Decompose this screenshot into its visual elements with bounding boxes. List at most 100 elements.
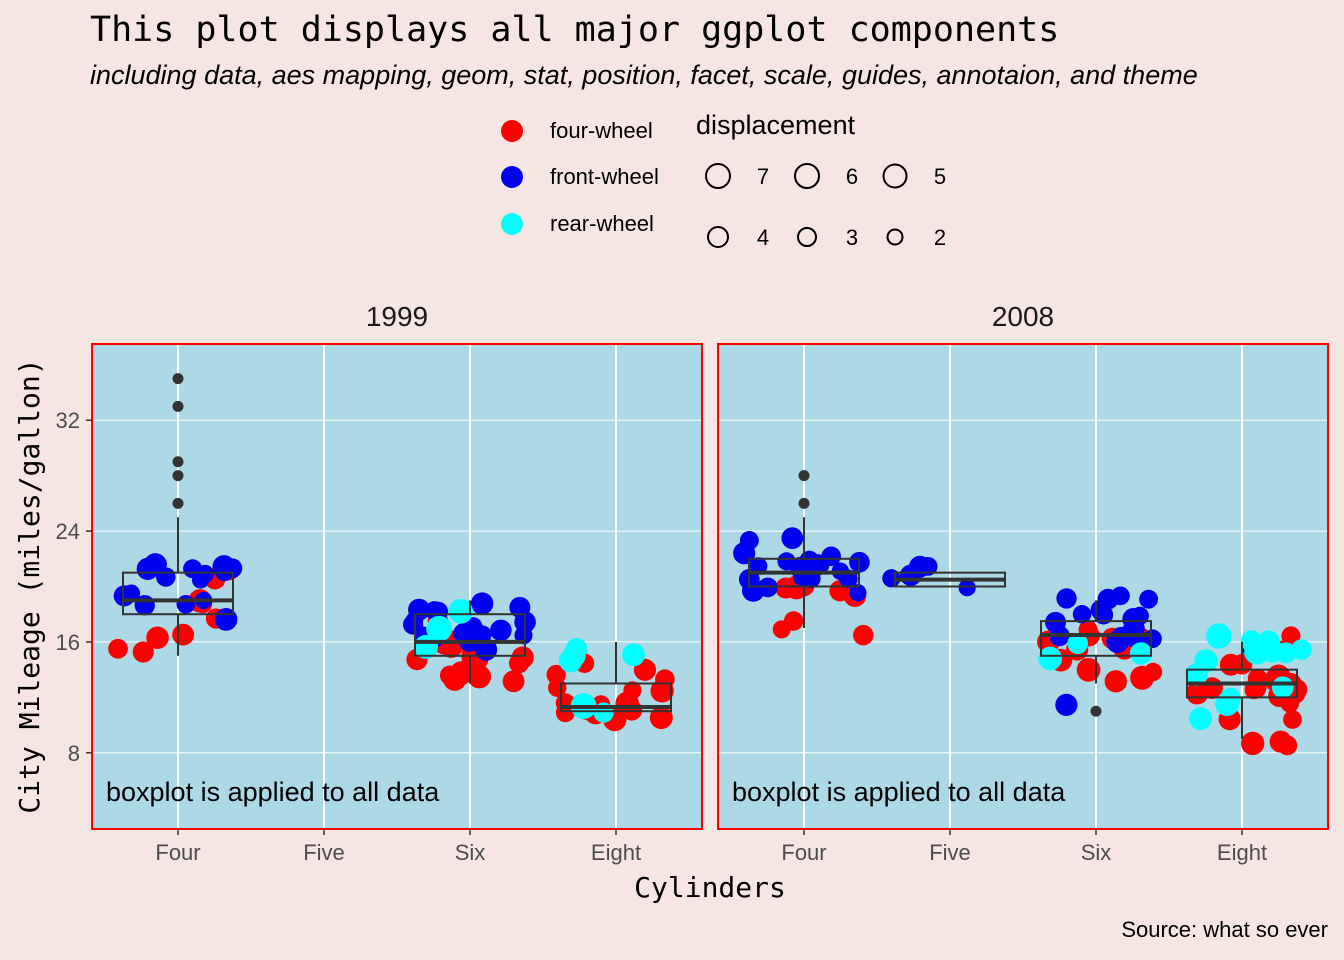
boxplot-outlier: [1090, 705, 1102, 717]
legend-size-label: 4: [757, 225, 769, 250]
data-point-four-wheel: [108, 638, 128, 659]
x-tick-label: Eight: [1217, 840, 1267, 865]
legend-color-label: front-wheel: [550, 164, 659, 189]
panel-border: [91, 343, 703, 830]
legend-color-label: rear-wheel: [550, 211, 654, 236]
data-point-rear-wheel: [1291, 639, 1312, 660]
data-point-front-wheel: [1097, 588, 1119, 610]
data-point-rear-wheel: [1038, 646, 1063, 671]
boxplot-outlier: [172, 400, 184, 412]
facet-strip-label: 2008: [992, 301, 1054, 332]
y-tick-label: 32: [56, 408, 80, 433]
data-point-four-wheel: [1104, 670, 1128, 693]
panel-border: [717, 343, 1329, 830]
data-point-rear-wheel: [1194, 649, 1218, 673]
x-tick-label: Six: [455, 840, 486, 865]
data-point-four-wheel: [1143, 662, 1163, 682]
data-point-rear-wheel: [622, 643, 646, 667]
x-tick-label: Eight: [591, 840, 641, 865]
x-tick-label: Four: [781, 840, 826, 865]
legend-size-label: 3: [846, 225, 858, 250]
legend-size-label: 2: [934, 225, 946, 250]
y-tick-label: 16: [56, 630, 80, 655]
legend-color-key: [501, 213, 523, 235]
data-point-four-wheel: [460, 658, 484, 681]
x-tick-label: Five: [303, 840, 345, 865]
legend-size-key: [882, 163, 908, 189]
legend-size-label: 7: [757, 164, 769, 189]
data-point-four-wheel: [132, 641, 154, 663]
data-point-four-wheel: [1240, 731, 1265, 756]
annotation-text: boxplot is applied to all data: [106, 777, 440, 807]
x-tick-label: Five: [929, 840, 971, 865]
data-point-four-wheel: [511, 646, 534, 669]
data-point-four-wheel: [146, 626, 169, 650]
x-axis-title: Cylinders: [634, 871, 786, 904]
data-point-four-wheel: [775, 577, 797, 599]
data-point-front-wheel: [1056, 588, 1077, 609]
data-point-front-wheel: [1072, 604, 1092, 624]
legend-size-key: [797, 227, 817, 247]
data-point-front-wheel: [739, 531, 759, 550]
data-point-four-wheel: [546, 664, 566, 685]
data-point-front-wheel: [473, 625, 492, 644]
data-point-four-wheel: [853, 624, 874, 646]
data-point-front-wheel: [470, 592, 494, 615]
legend-size-key: [794, 163, 820, 189]
data-point-four-wheel: [1277, 735, 1298, 756]
facet-panel: 1999 boxplot is applied to all data Four Fi…: [56, 301, 703, 865]
data-point-front-wheel: [777, 552, 796, 571]
annotation-text: boxplot is applied to all data: [732, 777, 1066, 807]
data-point-front-wheel: [1055, 693, 1078, 716]
boxplot-outlier: [798, 470, 810, 482]
boxplot-outlier: [798, 497, 810, 509]
facet-panel: 2008 boxplot is applied to all data Four Fi…: [717, 301, 1329, 865]
data-point-front-wheel: [195, 564, 215, 584]
data-point-rear-wheel: [1271, 676, 1294, 699]
data-point-front-wheel: [781, 527, 804, 550]
data-point-rear-wheel: [1258, 630, 1280, 652]
y-tick-label: 24: [56, 519, 80, 544]
x-tick-label: Four: [155, 840, 200, 865]
data-point-rear-wheel: [426, 615, 453, 642]
boxplot-box: [1040, 620, 1152, 657]
legend-size-key: [707, 226, 729, 248]
facet-panels: 1999 boxplot is applied to all data Four Fi…: [56, 301, 1329, 865]
data-point-rear-wheel: [1206, 623, 1232, 649]
data-point-front-wheel: [918, 556, 938, 576]
chart-caption: Source: what so ever: [1121, 917, 1328, 942]
y-axis-title: City Mileage (miles/gallon): [13, 358, 46, 813]
boxplot-box: [414, 613, 526, 657]
legend: four-wheel front-wheel rear-wheel displacem…: [501, 110, 946, 250]
chart-title: This plot displays all major ggplot comp…: [90, 10, 1059, 50]
data-point-rear-wheel: [448, 599, 474, 624]
legend-size-key: [705, 163, 731, 189]
data-point-rear-wheel: [1240, 630, 1263, 652]
boxplot-outlier: [172, 456, 184, 468]
data-point-four-wheel: [1283, 710, 1302, 729]
data-point-four-wheel: [783, 611, 804, 631]
boxplot-box: [122, 571, 234, 616]
facet-strip-label: 1999: [366, 301, 428, 332]
data-point-four-wheel: [172, 623, 195, 646]
legend-size-key: [886, 228, 904, 246]
legend-size-label: 6: [846, 164, 858, 189]
data-point-four-wheel: [649, 706, 673, 730]
data-point-front-wheel: [490, 619, 512, 642]
data-point-front-wheel: [1130, 606, 1149, 626]
legend-color-key: [501, 166, 523, 188]
data-point-front-wheel: [812, 556, 830, 574]
data-point-front-wheel: [849, 584, 867, 602]
data-point-rear-wheel: [1275, 642, 1297, 664]
data-point-four-wheel: [1076, 657, 1101, 682]
data-point-front-wheel: [1139, 589, 1159, 609]
data-point-four-wheel: [623, 681, 642, 700]
x-tick-label: Six: [1081, 840, 1112, 865]
boxplot-outlier: [172, 497, 184, 509]
boxplot-box: [560, 682, 672, 713]
data-point-rear-wheel: [1129, 642, 1153, 665]
legend-size-label: 5: [934, 164, 946, 189]
boxplot-outlier: [172, 470, 184, 482]
legend-color-label: four-wheel: [550, 118, 653, 143]
